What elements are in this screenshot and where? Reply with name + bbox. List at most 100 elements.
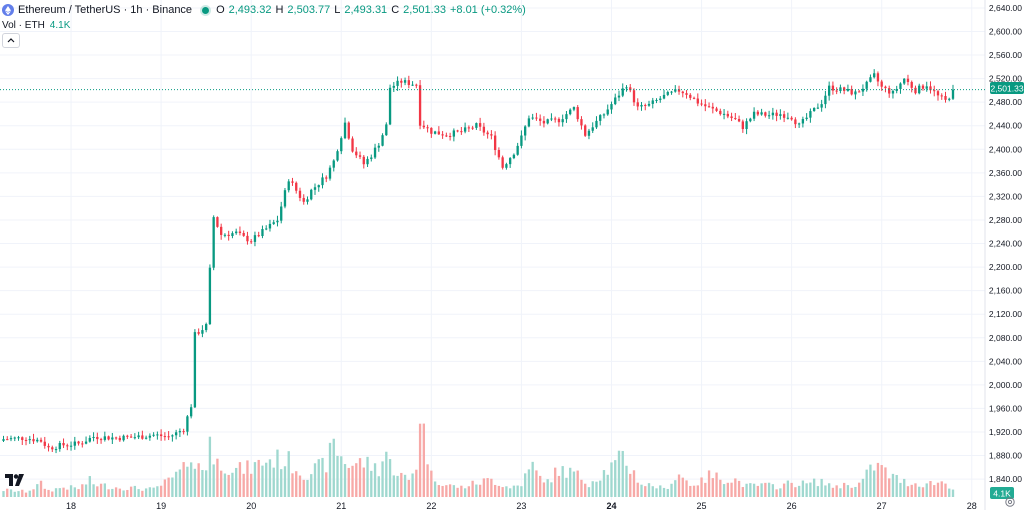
volume-label[interactable]: Vol · ETH <box>2 20 45 31</box>
candle-body <box>129 436 133 438</box>
volume-bar <box>632 470 636 497</box>
volume-bar <box>831 487 835 497</box>
tradingview-logo-icon[interactable] <box>5 474 25 490</box>
price-tick-label: 1,840.00 <box>989 474 1022 484</box>
last-price-badge: 2,501.33 <box>990 84 1023 94</box>
ethereum-logo-icon <box>2 4 14 16</box>
candle-body <box>392 85 395 88</box>
volume-bar <box>850 487 853 497</box>
candle-body <box>362 156 365 165</box>
candle-body <box>403 80 407 83</box>
candle-body <box>677 89 681 92</box>
volume-bar <box>276 449 279 497</box>
candle-body <box>493 135 497 151</box>
volume-bar <box>681 477 684 497</box>
candle-body <box>655 99 658 101</box>
candle-body <box>599 115 602 121</box>
volume-badge: 4.1K <box>993 489 1011 499</box>
candle-body <box>313 187 317 190</box>
volume-bar <box>47 489 50 497</box>
volume-bar <box>899 482 902 497</box>
volume-bar <box>467 486 471 497</box>
volume-bar <box>948 488 951 497</box>
volume-bar <box>824 485 827 497</box>
volume-bar <box>463 488 467 497</box>
volume-bar <box>415 469 418 497</box>
candle-body <box>242 233 245 236</box>
candle-body <box>223 234 227 236</box>
volume-bar <box>250 473 253 497</box>
candle-body <box>884 86 887 89</box>
candle-body <box>152 434 155 436</box>
volume-bar <box>827 483 831 497</box>
candle-body <box>24 439 28 441</box>
candle-body <box>812 107 816 112</box>
volume-bar <box>152 487 155 497</box>
volume-bar <box>621 450 624 497</box>
volume-bar <box>584 483 587 497</box>
volume-bar <box>84 484 88 497</box>
volume-bar <box>347 467 350 497</box>
volume-bar <box>797 485 801 497</box>
candle-body <box>381 135 384 146</box>
volume-bar <box>362 467 365 497</box>
volume-bar <box>486 478 489 497</box>
candle-body <box>39 439 43 442</box>
volume-bar <box>914 483 917 497</box>
volume-bar <box>644 486 647 497</box>
candle-body <box>486 132 489 135</box>
candle-body <box>918 85 921 94</box>
time-tick-label: 21 <box>336 501 346 510</box>
low-value: 2,493.31 <box>344 4 388 16</box>
settings-gear-icon[interactable] <box>1004 495 1016 507</box>
volume-bar <box>43 488 46 497</box>
price-axis[interactable]: 1,840.00 1,880.00 1,920.00 1,960.00 2,000.00… <box>989 3 1022 484</box>
volume-bar <box>36 484 39 497</box>
candle-body <box>756 111 760 115</box>
price-tick-label: 1,880.00 <box>989 451 1022 461</box>
candle-body <box>32 439 35 442</box>
time-axis[interactable]: 18 19 20 21 22 23 24 25 26 27 28 <box>66 501 977 510</box>
candle-body <box>925 86 928 89</box>
collapse-legend-button[interactable] <box>2 33 20 48</box>
candle-body <box>9 438 13 440</box>
candle-body <box>647 103 651 106</box>
candle-body <box>253 235 257 242</box>
collapse-chevron-icon <box>7 38 15 43</box>
time-tick-label: 23 <box>516 501 526 510</box>
price-tick-label: 1,960.00 <box>989 403 1022 413</box>
volume-bar <box>204 470 208 497</box>
candle-body <box>535 117 538 119</box>
price-tick-label: 2,160.00 <box>989 286 1022 296</box>
volume-bar <box>929 481 932 497</box>
candle-body <box>332 160 335 168</box>
candle-body <box>794 119 797 125</box>
close-label: C <box>391 4 400 16</box>
volume-bar <box>28 490 31 497</box>
volume-bar <box>291 473 294 497</box>
symbol-title[interactable]: Ethereum / TetherUS · 1h · Binance <box>18 4 193 16</box>
candle-body <box>801 118 805 124</box>
candle-body <box>178 431 182 433</box>
volume-bar <box>186 466 189 497</box>
candle-body <box>54 449 58 451</box>
candle-body <box>674 89 677 92</box>
volume-bar <box>426 464 429 497</box>
candle-body <box>621 88 624 96</box>
candle-body <box>565 114 568 120</box>
volume-bar <box>336 455 339 497</box>
volume-bar <box>193 468 197 497</box>
candle-body <box>873 73 876 78</box>
candle-body <box>340 138 343 152</box>
volume-bar <box>940 481 943 497</box>
candle-body <box>831 85 835 91</box>
candle-body <box>208 267 212 325</box>
candle-body <box>707 106 711 108</box>
candle-body <box>174 432 178 436</box>
candle-body <box>651 100 654 104</box>
candle-body <box>6 439 9 441</box>
volume-bar <box>888 478 891 497</box>
candle-body <box>692 97 696 99</box>
candle-body <box>854 91 857 95</box>
